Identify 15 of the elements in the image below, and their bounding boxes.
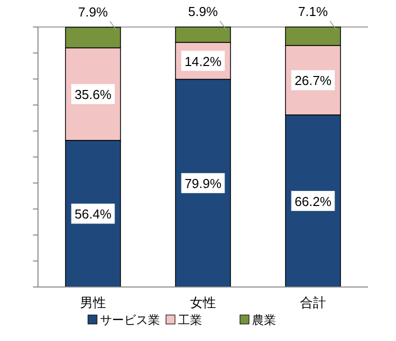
x-tick-label: 合計 [300,295,326,310]
x-tick-label: 女性 [190,295,216,310]
data-label: 7.9% [78,4,108,20]
data-label: 35.6% [74,87,112,102]
data-label: 14.2% [184,54,222,69]
data-label: 66.2% [294,194,332,209]
legend-label: 工業 [178,313,202,327]
legend-label: サービス業 [100,313,160,327]
x-tick-label: 男性 [80,295,106,310]
data-label: 26.7% [294,73,332,88]
data-label: 7.1% [298,4,328,19]
data-label: 56.4% [74,206,112,222]
data-label: 5.9% [188,4,218,19]
legend-label: 農業 [252,313,276,327]
data-label: 79.9% [184,176,222,192]
